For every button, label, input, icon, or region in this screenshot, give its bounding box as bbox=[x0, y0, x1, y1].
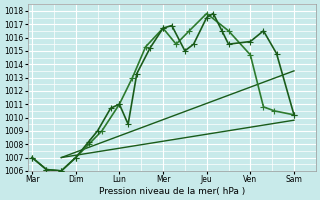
X-axis label: Pression niveau de la mer( hPa ): Pression niveau de la mer( hPa ) bbox=[99, 187, 245, 196]
